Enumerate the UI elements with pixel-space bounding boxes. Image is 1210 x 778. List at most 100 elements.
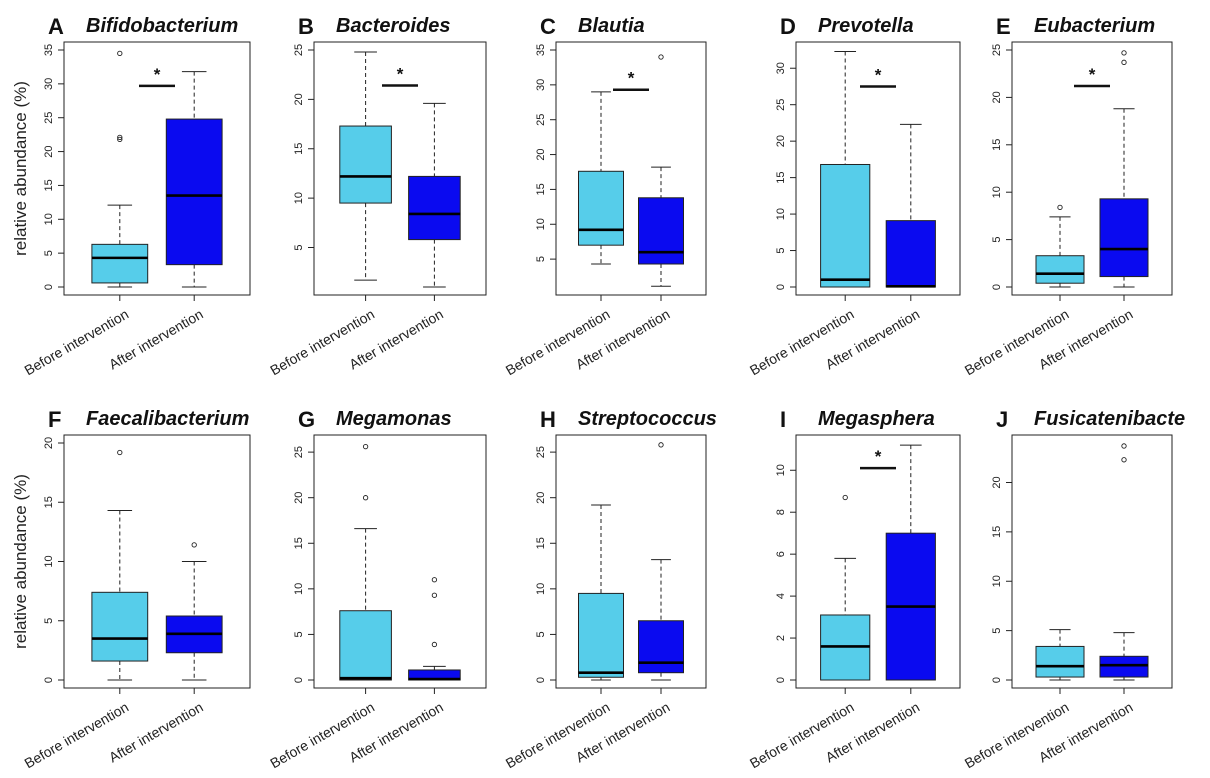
x-label-before: Before intervention <box>962 699 1072 772</box>
y-tick-label: 10 <box>293 583 305 595</box>
plot-frame <box>795 41 961 296</box>
y-tick-label: 20 <box>535 148 547 160</box>
plot-frame <box>1011 434 1173 689</box>
box-after <box>1099 443 1149 681</box>
y-tick-label: 15 <box>535 183 547 195</box>
y-tick-label: 15 <box>293 143 305 155</box>
box-before <box>1035 629 1085 681</box>
y-tick-label: 35 <box>535 44 547 56</box>
panel-letter: I <box>780 407 786 432</box>
y-tick-label: 6 <box>775 551 787 557</box>
plot-frame <box>1011 41 1173 296</box>
iqr-box <box>578 170 624 246</box>
y-tick-label: 25 <box>775 99 787 111</box>
box-before <box>820 50 871 288</box>
outlier-point <box>1057 204 1063 211</box>
panel-title: Faecalibacterium <box>86 408 249 430</box>
iqr-box <box>638 620 684 674</box>
panel-title: Blautia <box>578 15 645 37</box>
x-label-before: Before intervention <box>503 699 613 772</box>
outlier-point <box>117 50 123 57</box>
y-tick-label: 5 <box>991 237 1003 243</box>
significance-star: * <box>154 65 161 84</box>
y-tick-label: 20 <box>991 476 1003 488</box>
y-tick-label: 20 <box>293 93 305 105</box>
y-tick-label: 30 <box>535 79 547 91</box>
significance-star: * <box>1089 65 1096 84</box>
y-tick-label: 30 <box>43 78 55 90</box>
outlier-point <box>117 136 123 143</box>
y-tick-label: 0 <box>293 677 305 683</box>
panel-a: A Bifidobacterium 0 5 10 15 20 25 30 35 relative a… <box>11 14 251 378</box>
plot-frame <box>555 41 707 296</box>
y-tick-label: 10 <box>43 555 55 567</box>
y-tick-label: 5 <box>991 628 1003 634</box>
outlier-point <box>1121 457 1127 463</box>
y-tick-label: 15 <box>991 139 1003 151</box>
significance-star: * <box>875 447 882 466</box>
iqr-box <box>1035 645 1085 678</box>
y-tick-label: 15 <box>991 526 1003 538</box>
outlier-point <box>117 449 123 456</box>
outlier-point <box>842 494 848 501</box>
iqr-box <box>638 197 684 265</box>
y-tick-label: 0 <box>775 284 787 290</box>
y-tick-label: 25 <box>535 446 547 458</box>
iqr-box <box>1035 255 1085 284</box>
panel-letter: D <box>780 14 796 39</box>
y-tick-label: 8 <box>775 509 787 515</box>
panel-letter: J <box>996 407 1008 432</box>
y-tick-label: 5 <box>43 618 55 624</box>
panel-letter: G <box>298 407 315 432</box>
y-tick-label: 5 <box>775 247 787 253</box>
box-before <box>820 494 871 681</box>
iqr-box <box>339 125 392 204</box>
iqr-box <box>1099 655 1149 678</box>
box-after <box>885 444 936 681</box>
box-before <box>91 50 149 288</box>
box-after <box>165 542 223 681</box>
panel-f: F Faecalibacterium 0 5 10 15 20 relative abunda… <box>11 407 251 771</box>
panel-title: Prevotella <box>818 15 914 37</box>
panel-e: E Eubacterium 0 5 10 15 20 25 Before interventio… <box>962 14 1173 378</box>
y-tick-label: 20 <box>43 437 55 449</box>
y-tick-label: 25 <box>43 112 55 124</box>
y-axis-label: relative abundance (%) <box>11 474 30 649</box>
panel-letter: B <box>298 14 314 39</box>
y-tick-label: 10 <box>775 208 787 220</box>
y-axis-label: relative abundance (%) <box>11 81 30 256</box>
y-tick-label: 15 <box>43 179 55 191</box>
y-tick-label: 5 <box>293 631 305 637</box>
y-tick-label: 5 <box>535 631 547 637</box>
y-tick-label: 5 <box>293 244 305 250</box>
x-label-before: Before intervention <box>747 306 857 379</box>
outlier-point <box>1121 50 1127 56</box>
y-tick-label: 10 <box>991 575 1003 587</box>
plot-frame <box>63 41 251 296</box>
y-tick-label: 5 <box>535 256 547 262</box>
outlier-point <box>658 54 664 60</box>
panel-d: D Prevotella 0 5 10 15 20 25 30 Before interventi… <box>747 14 961 379</box>
panel-letter: C <box>540 14 556 39</box>
x-label-before: Before intervention <box>747 699 857 772</box>
y-tick-label: 25 <box>535 114 547 126</box>
box-before <box>339 443 392 681</box>
outlier-point <box>1121 59 1127 65</box>
y-tick-label: 25 <box>293 44 305 56</box>
y-tick-label: 10 <box>535 218 547 230</box>
panel-letter: A <box>48 14 64 39</box>
outlier-point <box>362 495 369 501</box>
iqr-box <box>578 592 624 678</box>
outlier-point <box>1121 443 1127 449</box>
significance-star: * <box>875 65 882 84</box>
panel-c: C Blautia 5 10 15 20 25 30 35 Before intervention… <box>503 14 707 378</box>
iqr-box <box>820 163 871 288</box>
outlier-point <box>431 592 438 598</box>
y-tick-label: 0 <box>43 284 55 290</box>
box-before <box>1035 204 1085 288</box>
panel-letter: E <box>996 14 1011 39</box>
iqr-box <box>1099 198 1149 278</box>
panel-h: H Streptococcus 0 5 10 15 20 25 Before intervent… <box>503 407 717 771</box>
iqr-box <box>885 220 936 288</box>
panel-title: Bifidobacterium <box>86 15 238 37</box>
